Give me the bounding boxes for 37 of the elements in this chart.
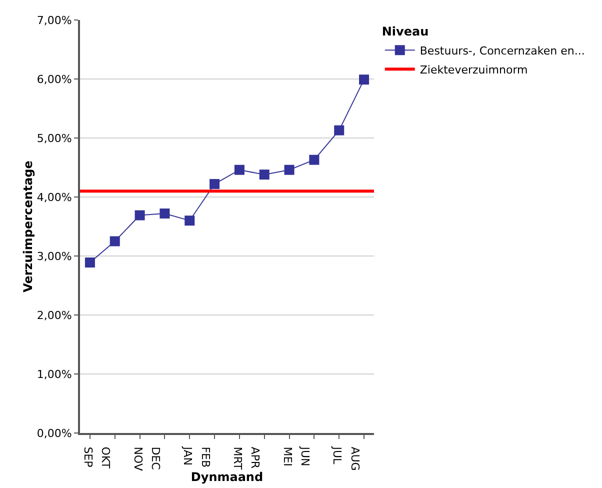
x-tick-label: MEI <box>280 446 294 466</box>
x-tick-label: AUG <box>348 446 362 471</box>
x-tick-label: OKT <box>99 446 112 469</box>
point <box>359 74 370 85</box>
point <box>84 257 95 268</box>
point <box>184 216 195 226</box>
x-tick-label: NOV <box>131 446 144 472</box>
x-tick-label: SEP <box>81 446 94 468</box>
y-tick-label: 5,00% <box>36 132 72 145</box>
x-tick-label: DEC <box>149 446 162 470</box>
y-tick-label: 2,00% <box>36 308 72 322</box>
y-tick-label: 7,00% <box>36 14 72 27</box>
x-tick-label: FEB <box>198 446 212 468</box>
y-tick-label: 3,00% <box>36 250 72 263</box>
y-tick-label: 1,00% <box>36 368 72 381</box>
y-axis-title: Verzuimpercentage <box>20 160 35 292</box>
x-tick-label: APR <box>248 446 262 469</box>
x-tick-label: JUN <box>298 446 312 466</box>
point <box>259 170 270 180</box>
y-tick-label: 0,00% <box>36 426 72 440</box>
point <box>334 125 344 136</box>
y-tick-label: 6,00% <box>36 72 72 86</box>
legend-label: Ziekteverzuimnorm <box>420 63 528 76</box>
legend-title: Niveau <box>382 24 429 39</box>
point <box>110 236 120 246</box>
y-tick-label: 4,00% <box>36 190 72 204</box>
x-tick-label: JUL <box>330 446 344 465</box>
x-tick-label: MRT <box>230 446 244 470</box>
point <box>134 210 145 220</box>
legend-label: Bestuurs-, Concernzaken en... <box>420 44 585 58</box>
point <box>160 208 170 219</box>
point <box>309 154 320 165</box>
point <box>234 164 244 175</box>
x-axis-title: Dynmaand <box>190 470 264 484</box>
x-tick-label: JAN <box>181 446 194 466</box>
point <box>210 179 220 190</box>
point <box>284 164 294 175</box>
